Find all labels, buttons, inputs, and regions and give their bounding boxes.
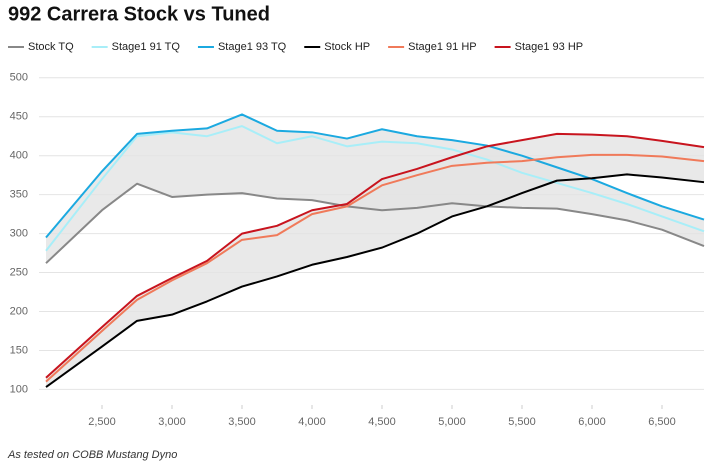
x-tick-label: 6,000 — [578, 416, 606, 428]
y-tick-label: 500 — [10, 72, 28, 84]
legend-label: Stage1 91 HP — [408, 41, 477, 53]
x-tick-label: 4,000 — [298, 416, 326, 428]
chart-title: 992 Carrera Stock vs Tuned — [8, 3, 270, 25]
series-line — [45, 173, 705, 388]
legend-label: Stage1 91 TQ — [112, 41, 181, 53]
y-tick-label: 400 — [10, 150, 28, 162]
y-tick-label: 100 — [10, 383, 28, 395]
legend-label: Stage1 93 HP — [515, 41, 584, 53]
x-tick-label: 6,500 — [648, 416, 676, 428]
y-tick-label: 200 — [10, 305, 28, 317]
y-tick-label: 300 — [10, 228, 28, 240]
y-tick-label: 150 — [10, 344, 28, 356]
legend: Stock TQ Stage1 91 TQ Stage1 93 TQ Stock HP… — [8, 41, 583, 53]
series-line — [45, 132, 705, 379]
legend-label: Stock HP — [324, 41, 370, 53]
x-tick-label: 2,500 — [88, 416, 116, 428]
x-tick-label: 5,500 — [508, 416, 536, 428]
x-tick-label: 3,000 — [158, 416, 186, 428]
series-line — [45, 153, 705, 383]
y-tick-label: 250 — [10, 266, 28, 278]
series-line — [45, 125, 705, 252]
legend-label: Stock TQ — [28, 41, 74, 53]
x-tick-label: 3,500 — [228, 416, 256, 428]
y-tick-label: 450 — [10, 111, 28, 123]
footnote: As tested on COBB Mustang Dyno — [7, 449, 177, 461]
x-tick-label: 5,000 — [438, 416, 466, 428]
lines — [45, 113, 705, 388]
series-line — [45, 182, 705, 264]
legend-label: Stage1 93 TQ — [218, 41, 287, 53]
x-tick-label: 4,500 — [368, 416, 396, 428]
y-tick-label: 350 — [10, 189, 28, 201]
